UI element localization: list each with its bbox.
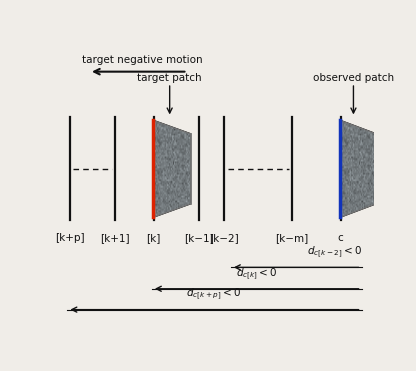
Text: $d_{c[k]} < 0$: $d_{c[k]} < 0$ <box>236 266 277 282</box>
Text: [k−1]: [k−1] <box>184 233 213 243</box>
PathPatch shape <box>153 120 191 217</box>
Text: $d_{c[k+p]} < 0$: $d_{c[k+p]} < 0$ <box>186 286 240 302</box>
PathPatch shape <box>340 120 376 217</box>
Text: [k−m]: [k−m] <box>275 233 309 243</box>
Text: [k+p]: [k+p] <box>55 233 84 243</box>
Text: [k−2]: [k−2] <box>210 233 239 243</box>
Text: target patch: target patch <box>137 73 202 83</box>
Text: $d_{c[k-2]} < 0$: $d_{c[k-2]} < 0$ <box>307 244 362 260</box>
Text: [k]: [k] <box>146 233 161 243</box>
Text: target negative motion: target negative motion <box>82 55 203 65</box>
Text: observed patch: observed patch <box>313 73 394 83</box>
Text: [k+1]: [k+1] <box>100 233 130 243</box>
Text: c: c <box>338 233 344 243</box>
